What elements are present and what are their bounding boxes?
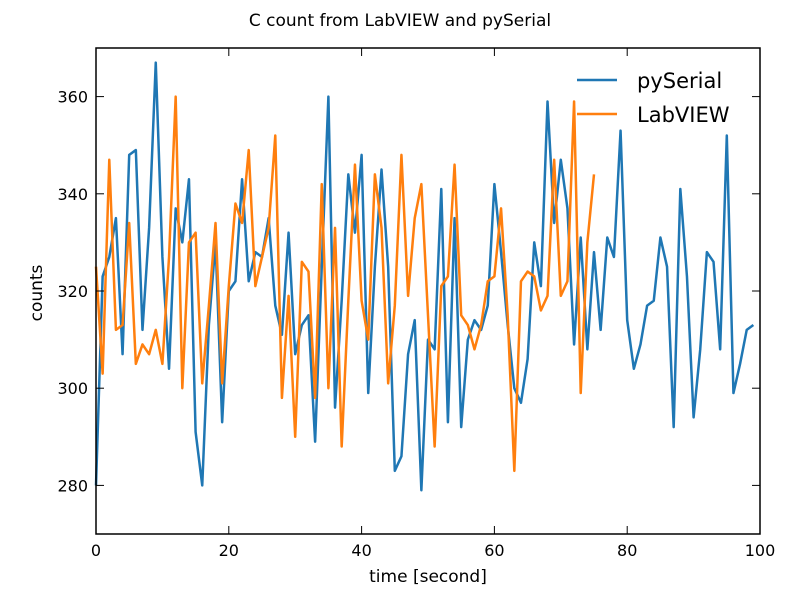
x-tick-label: 80 xyxy=(617,541,637,560)
legend-label: pySerial xyxy=(637,69,722,93)
series-line-pyserial xyxy=(94,61,755,492)
legend-item-pyserial: pySerial xyxy=(577,69,722,93)
axes-layer: 0 20 40 60 80 100 280 300 320 340 360 xyxy=(57,48,775,560)
x-axis-label: time [second] xyxy=(369,567,487,587)
series-line-labview xyxy=(94,95,596,473)
y-tick-label: 360 xyxy=(57,88,88,107)
x-tick-label: 0 xyxy=(91,541,101,560)
x-tick-label: 100 xyxy=(745,541,776,560)
y-tick-label: 320 xyxy=(57,282,88,301)
chart-title: C count from LabVIEW and pySerial xyxy=(249,11,551,31)
legend-item-labview: LabVIEW xyxy=(577,103,730,127)
x-tick-label: 20 xyxy=(219,541,239,560)
series-layer xyxy=(94,61,755,492)
x-tick-label: 60 xyxy=(484,541,504,560)
y-tick-label: 280 xyxy=(57,476,88,495)
y-axis-label: counts xyxy=(27,264,47,321)
legend-label: LabVIEW xyxy=(637,103,730,127)
y-tick-label: 340 xyxy=(57,185,88,204)
legend: pySerial LabVIEW xyxy=(577,69,730,127)
x-tick-label: 40 xyxy=(351,541,371,560)
y-tick-label: 300 xyxy=(57,379,88,398)
